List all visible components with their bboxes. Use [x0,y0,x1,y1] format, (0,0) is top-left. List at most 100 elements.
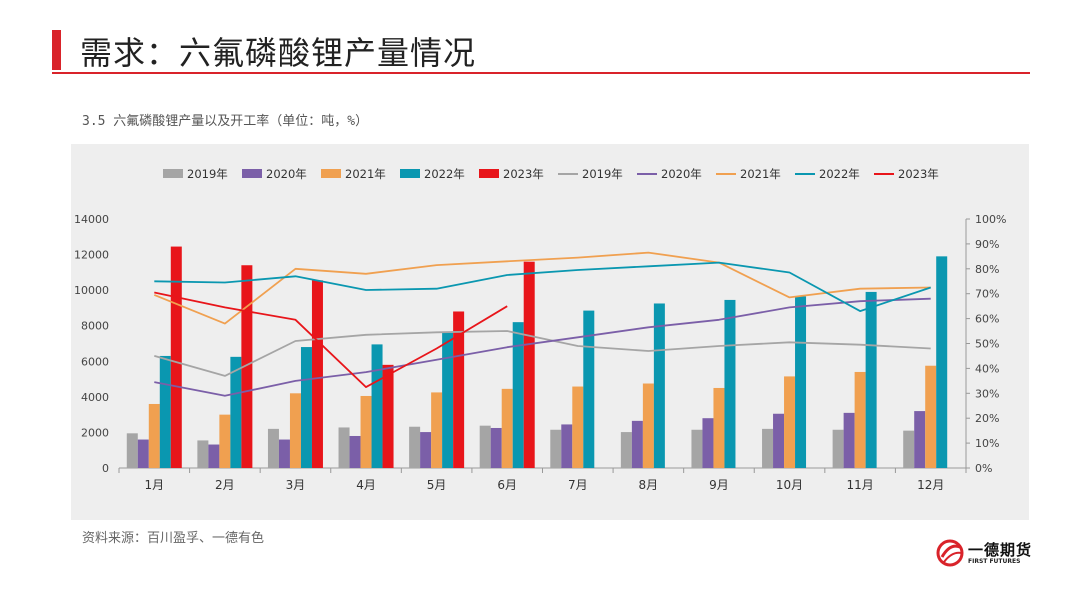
y2-tick-label: 60% [975,313,999,326]
bar [409,426,421,468]
bar [278,439,290,468]
brand-name: 一德期货 [968,541,1033,559]
source-note: 资料来源：百川盈孚、一德有色 [82,531,265,546]
bar [501,388,513,468]
bar-series [126,246,948,468]
bar [442,332,454,468]
chart-legend: 2019年 2020年 2021年 2022年 2023年 2019年 2020年 2021年… [163,167,939,181]
bar [360,395,372,468]
x-tick-label: 5月 [427,478,447,492]
bar [371,344,383,468]
bar [431,392,443,468]
page-title: 需求：六氟磷酸锂产量情况 [80,34,477,72]
bar [903,430,915,468]
legend-bar-swatch [163,169,183,178]
y2-tick-label: 100% [975,213,1006,226]
bar [349,435,361,468]
brand-mark-icon [936,539,964,567]
series-line [154,291,508,388]
bar [642,383,654,468]
bar [267,428,279,468]
x-tick-label: 9月 [709,478,729,492]
legend-label: 2023年 [503,167,544,181]
legend-label: 2020年 [661,167,702,181]
x-tick-label: 11月 [846,478,873,492]
chart-panel: 2019年 2020年 2021年 2022年 2023年 2019年 2020年 2021年… [71,144,1029,520]
bar [490,427,502,468]
legend-bar-swatch [400,169,420,178]
bar [936,256,948,468]
bar [137,439,149,468]
legend-label: 2023年 [898,167,939,181]
bar [762,428,774,468]
bar [724,299,736,468]
legend-label: 2022年 [819,167,860,181]
production-utilization-chart: 2019年 2020年 2021年 2022年 2023年 2019年 2020年 2021年… [74,167,1006,492]
y2-tick-label: 10% [975,437,999,450]
y2-tick-label: 50% [975,338,999,351]
bar [230,356,242,468]
title-divider [52,72,1030,74]
chart-caption: 3.5 六氟磷酸锂产量以及开工率（单位：吨，%） [82,114,369,129]
title-accent-bar [52,30,61,70]
bar [832,429,844,468]
x-tick-label: 4月 [356,478,376,492]
bar [170,246,182,468]
y2-tick-label: 90% [975,238,999,251]
legend-bar-swatch [242,169,262,178]
x-tick-label: 1月 [144,478,164,492]
bar [583,310,595,468]
series-line [154,261,931,312]
y-tick-label: 14000 [74,213,109,226]
x-tick-label: 6月 [497,478,517,492]
line-series [153,251,931,397]
bar [241,265,253,468]
bar [843,412,855,468]
legend-label: 2019年 [582,167,623,181]
legend-label: 2019年 [187,167,228,181]
legend-label: 2020年 [266,167,307,181]
bar [208,444,220,468]
bar [479,425,491,468]
y-tick-label: 8000 [81,320,109,333]
bar [126,433,138,468]
bar [773,413,785,468]
y2-tick-label: 70% [975,288,999,301]
brand-logo: 一德期货 FIRST FUTURES [936,537,1036,571]
legend-label: 2021年 [345,167,386,181]
bar [159,355,171,468]
x-tick-label: 8月 [639,478,659,492]
bar [572,386,584,468]
bar [795,296,807,468]
bar [197,440,209,468]
bar [925,365,937,468]
brand-subtitle: FIRST FUTURES [968,558,1021,565]
y-tick-label: 0 [102,462,109,475]
y2-tick-label: 40% [975,362,999,375]
y-tick-label: 2000 [81,426,109,439]
bar [691,429,703,468]
series-line [153,251,931,325]
bar [420,432,432,468]
bar [702,418,714,468]
bar [300,347,312,468]
bar [854,371,866,468]
bar [653,303,665,468]
bar [914,411,926,468]
legend-label: 2021年 [740,167,781,181]
x-tick-label: 2月 [215,478,235,492]
bar [784,376,796,468]
chart-axes: 0 2000 4000 6000 8000 10000 12000 14000 0% 10% 20%… [74,213,1006,492]
x-tick-label: 3月 [286,478,306,492]
bar [865,291,877,468]
bar [713,387,725,468]
bar [289,393,301,468]
y-tick-label: 6000 [81,355,109,368]
x-tick-label: 7月 [568,478,588,492]
y2-tick-label: 30% [975,387,999,400]
bar [631,420,643,468]
x-tick-label: 12月 [917,478,944,492]
bar [561,424,573,468]
bar [311,280,323,468]
legend-bar-swatch [321,169,341,178]
